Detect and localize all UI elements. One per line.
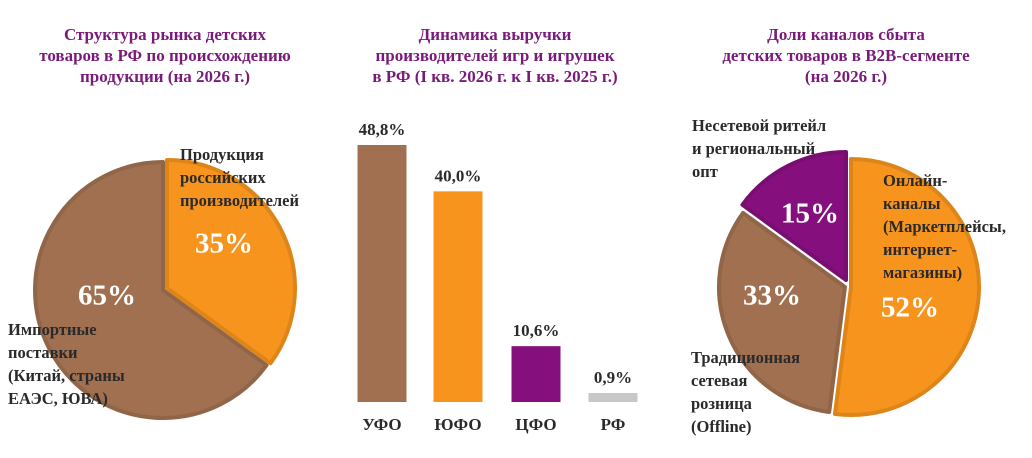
label-line: сетевая: [691, 371, 748, 390]
pie-value-label: 33%: [743, 280, 801, 312]
chart-title-channels: Доли каналов сбыта детских товаров в B2B…: [660, 24, 1032, 87]
legend-label-domestic: Продукция российских производителей: [180, 143, 299, 212]
title-line: товаров в РФ по происхождению: [39, 46, 291, 65]
pie-slice-nonchain: [740, 150, 848, 282]
label-line: розница: [691, 394, 752, 413]
label-line: Импортные: [8, 320, 97, 339]
label-line: Онлайн-: [883, 171, 948, 190]
title-line: детских товаров в B2B-сегменте: [722, 46, 970, 65]
bar-chart-revenue: 48,8% УФО 40,0% ЮФО 10,6% ЦФО 0,9% РФ: [357, 120, 638, 434]
category-label: ЮФО: [434, 415, 481, 434]
title-line: (на 2026 г.): [804, 67, 888, 86]
pie-slice-import: [33, 160, 269, 420]
label-line: производителей: [180, 191, 300, 210]
chart-title-revenue: Динамика выручки производителей игр и иг…: [330, 24, 660, 87]
label-line: (Китай, страны: [8, 366, 125, 385]
panel-channels: Доли каналов сбыта детских товаров в B2B…: [660, 0, 1032, 458]
label-line: Продукция: [180, 145, 264, 164]
label-line: и региональный: [692, 139, 816, 158]
category-label: ЦФО: [515, 415, 556, 434]
title-line: производителей игр и игрушек: [375, 46, 615, 65]
pie-value-label: 65%: [78, 280, 136, 312]
title-line: Структура рынка детских: [63, 25, 267, 44]
pie-value-label: 15%: [781, 198, 839, 230]
panel-revenue: Динамика выручки производителей игр и иг…: [330, 0, 660, 458]
bar-РФ: [588, 393, 638, 402]
pie-slice-retail-chain: [717, 210, 847, 415]
pie-value-label: 35%: [195, 228, 253, 260]
title-line: продукции (на 2026 г.): [80, 67, 250, 86]
label-line: интернет-: [883, 240, 958, 259]
label-line: ЕАЭС, ЮВА): [8, 389, 108, 408]
legend-label-online: Онлайн- каналы (Маркетплейсы, интернет- …: [883, 169, 1006, 284]
bar-ЮФО: [433, 191, 483, 402]
bar-value-label: 48,8%: [359, 120, 406, 139]
pie-value-label: 52%: [881, 292, 939, 324]
pie-slice-domestic: [165, 158, 297, 366]
bar-УФО: [357, 145, 407, 402]
pie-chart-origin: 35% 65%: [33, 158, 297, 420]
label-line: магазины): [883, 263, 963, 282]
label-line: (Offline): [691, 417, 752, 436]
title-line: в РФ (I кв. 2026 г. к I кв. 2025 г.): [372, 67, 618, 86]
legend-label-retail-chain: Традиционная сетевая розница (Offline): [691, 346, 800, 438]
label-line: российских: [180, 168, 266, 187]
legend-label-offline-nonchain: Несетевой ритейл и региональный опт: [692, 114, 826, 183]
bar-ЦФО: [511, 346, 561, 402]
chart-title-origin: Структура рынка детских товаров в РФ по …: [0, 24, 330, 87]
panel-origin: Структура рынка детских товаров в РФ по …: [0, 0, 330, 458]
legend-label-import: Импортные поставки (Китай, страны ЕАЭС, …: [8, 318, 125, 410]
label-line: (Маркетплейсы,: [883, 217, 1006, 236]
bar-value-label: 40,0%: [435, 166, 482, 185]
title-line: Доли каналов сбыта: [767, 25, 925, 44]
label-line: Традиционная: [691, 348, 801, 367]
bar-value-label: 0,9%: [594, 368, 632, 387]
bar-value-label: 10,6%: [513, 321, 560, 340]
label-line: Несетевой ритейл: [692, 116, 827, 135]
pie-chart-channels: 52% 33% 15%: [717, 150, 981, 417]
label-line: поставки: [8, 343, 78, 362]
label-line: каналы: [883, 194, 941, 213]
category-label: РФ: [601, 415, 626, 434]
category-label: УФО: [362, 415, 401, 434]
label-line: опт: [692, 162, 718, 181]
pie-slice-online: [832, 157, 981, 417]
title-line: Динамика выручки: [418, 25, 572, 44]
